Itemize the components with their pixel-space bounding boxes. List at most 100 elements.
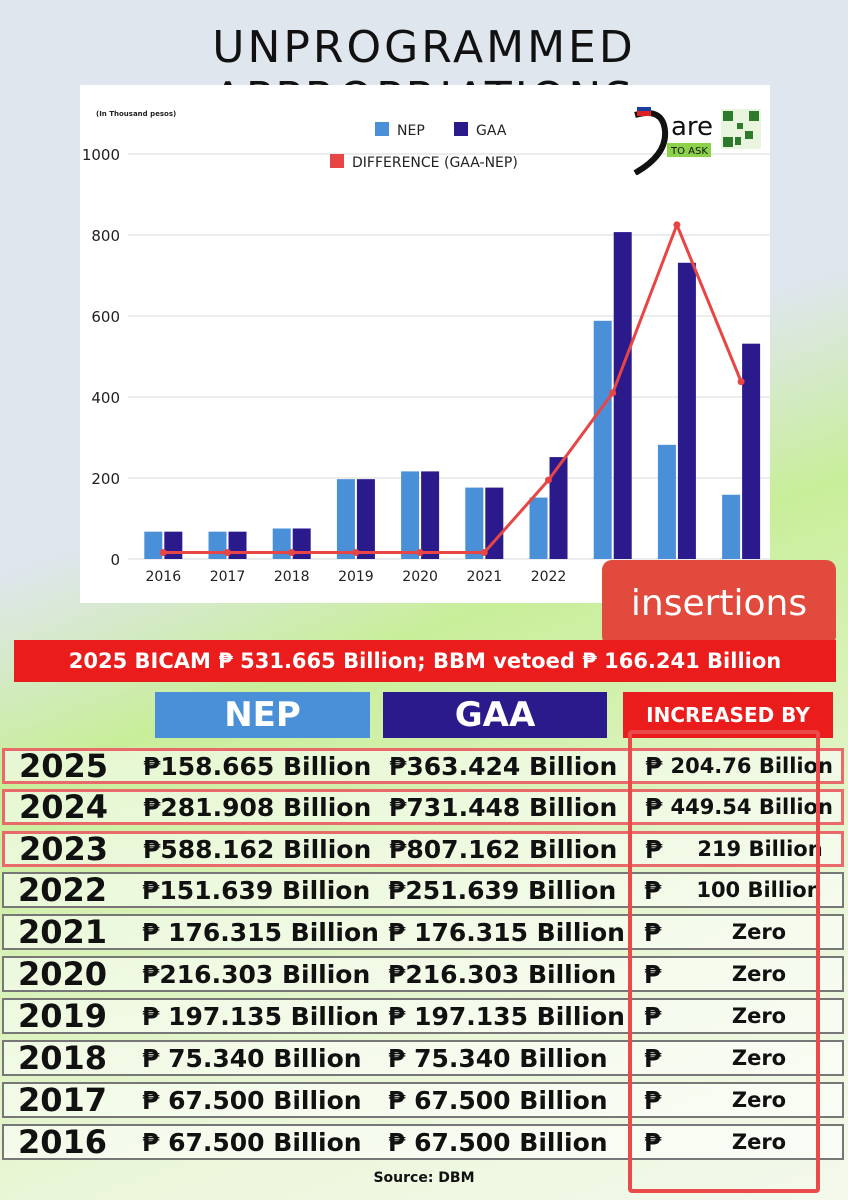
row-increase: Zero (731, 1130, 787, 1154)
row-increase: Zero (731, 1046, 787, 1070)
row-gaa: ₱ 75.340 Billion (388, 1043, 608, 1073)
row-peso-sign: ₱ (644, 1001, 662, 1031)
y-tick-label: 0 (110, 551, 120, 569)
row-gaa: ₱216.303 Billion (388, 959, 617, 989)
insertions-callout: insertions (602, 560, 836, 646)
row-year: 2021 (18, 913, 108, 951)
nep-bar (657, 444, 676, 559)
gaa-bar (356, 479, 375, 559)
nep-bar (272, 528, 291, 559)
row-year: 2016 (18, 1123, 108, 1161)
gaa-bar (677, 262, 696, 559)
table-row: 2025 ₱158.665 Billion ₱363.424 Billion ₱ 204… (2, 747, 844, 785)
gaa-header: GAA (383, 692, 607, 738)
row-increase: Zero (731, 1088, 787, 1112)
difference-point (224, 549, 232, 557)
bar-line-chart: (In Thousand pesos) 0 200 400 600 800 1000 2016… (82, 110, 770, 585)
gaa-bar (292, 528, 311, 559)
row-peso-sign: ₱ (644, 1043, 662, 1073)
table-row: 2018 ₱ 75.340 Billion ₱ 75.340 Billion ₱ Zer… (2, 1039, 844, 1077)
row-increase: Zero (731, 920, 787, 944)
x-tick-label: 2017 (210, 569, 246, 585)
row-peso-sign: ₱ (645, 834, 663, 864)
nep-header: NEP (155, 692, 370, 738)
row-peso-sign: ₱ (645, 792, 663, 822)
row-increase: 219 Billion (697, 837, 823, 861)
y-tick-label: 200 (91, 470, 120, 488)
difference-point (352, 549, 360, 557)
row-year: 2025 (19, 747, 109, 785)
gaa-bar (164, 531, 183, 559)
row-gaa: ₱ 197.135 Billion (388, 1001, 625, 1031)
difference-point (609, 389, 617, 397)
row-year: 2018 (18, 1039, 108, 1077)
table-row: 2017 ₱ 67.500 Billion ₱ 67.500 Billion ₱ Zer… (2, 1081, 844, 1119)
row-gaa: ₱251.639 Billion (388, 875, 617, 905)
difference-point (159, 549, 167, 557)
legend-gaa-swatch (454, 122, 468, 136)
logo-text: are (671, 112, 713, 142)
row-increase: 100 Billion (696, 878, 822, 902)
gaa-bar (485, 487, 504, 559)
increase-highlight-box (628, 730, 820, 1193)
difference-point (288, 549, 296, 557)
gaa-bar (228, 531, 247, 559)
row-increase: Zero (731, 962, 787, 986)
row-gaa: ₱731.448 Billion (389, 792, 618, 822)
row-year: 2022 (18, 871, 108, 909)
row-nep: ₱281.908 Billion (143, 792, 372, 822)
row-year: 2024 (19, 788, 109, 826)
row-nep: ₱ 75.340 Billion (142, 1043, 362, 1073)
difference-line (163, 220, 743, 555)
row-increase: 449.54 Billion (670, 795, 833, 819)
row-year: 2023 (19, 830, 109, 868)
x-tick-label: 2022 (531, 569, 567, 585)
source-note: Source: DBM (373, 1170, 475, 1186)
table-row: 2021 ₱ 176.315 Billion ₱ 176.315 Billion ₱ Z… (2, 913, 844, 951)
row-nep: ₱ 197.135 Billion (142, 1001, 379, 1031)
row-peso-sign: ₱ (644, 1085, 662, 1115)
qr-code-icon (721, 109, 761, 149)
nep-bar (208, 531, 227, 559)
legend-nep-swatch (375, 122, 389, 136)
row-increase: Zero (731, 1004, 787, 1028)
legend-difference-swatch (330, 154, 344, 168)
nep-bar (529, 497, 548, 559)
nep-bar (401, 471, 420, 559)
difference-point (737, 378, 745, 386)
row-peso-sign: ₱ (644, 875, 662, 905)
x-tick-label: 2018 (274, 569, 310, 585)
y-tick-label: 600 (91, 308, 120, 326)
difference-point (545, 476, 553, 484)
x-tick-label: 2016 (145, 569, 181, 585)
row-nep: ₱ 176.315 Billion (142, 917, 379, 947)
row-nep: ₱ 67.500 Billion (142, 1085, 362, 1115)
row-nep: ₱588.162 Billion (143, 834, 372, 864)
row-year: 2019 (18, 997, 108, 1035)
nep-bar (722, 494, 741, 559)
dare-to-ask-logo: are TO ASK (615, 105, 765, 175)
nep-bar (336, 479, 355, 559)
row-year: 2020 (18, 955, 108, 993)
x-tick-label: 2021 (466, 569, 502, 585)
row-increase: 204.76 Billion (670, 754, 833, 778)
row-gaa: ₱ 67.500 Billion (388, 1127, 608, 1157)
legend-gaa-label: GAA (476, 123, 507, 139)
table-row: 2020 ₱216.303 Billion ₱216.303 Billion ₱ Zer… (2, 955, 844, 993)
legend-difference-label: DIFFERENCE (GAA-NEP) (352, 155, 518, 171)
gaa-bar (421, 471, 440, 559)
difference-point (416, 549, 424, 557)
table-row: 2023 ₱588.162 Billion ₱807.162 Billion ₱ 219… (2, 830, 844, 868)
y-tick-label: 1000 (82, 146, 120, 164)
row-gaa: ₱ 67.500 Billion (388, 1085, 608, 1115)
logo-tagline: TO ASK (670, 146, 708, 157)
x-tick-label: 2019 (338, 569, 374, 585)
nep-bar (593, 320, 612, 559)
row-gaa: ₱363.424 Billion (389, 751, 618, 781)
row-nep: ₱ 67.500 Billion (142, 1127, 362, 1157)
unit-note: (In Thousand pesos) (96, 110, 176, 118)
row-year: 2017 (18, 1081, 108, 1119)
table-row: 2024 ₱281.908 Billion ₱731.448 Billion ₱ 449… (2, 788, 844, 826)
y-tick-label: 400 (91, 389, 120, 407)
row-peso-sign: ₱ (644, 917, 662, 947)
